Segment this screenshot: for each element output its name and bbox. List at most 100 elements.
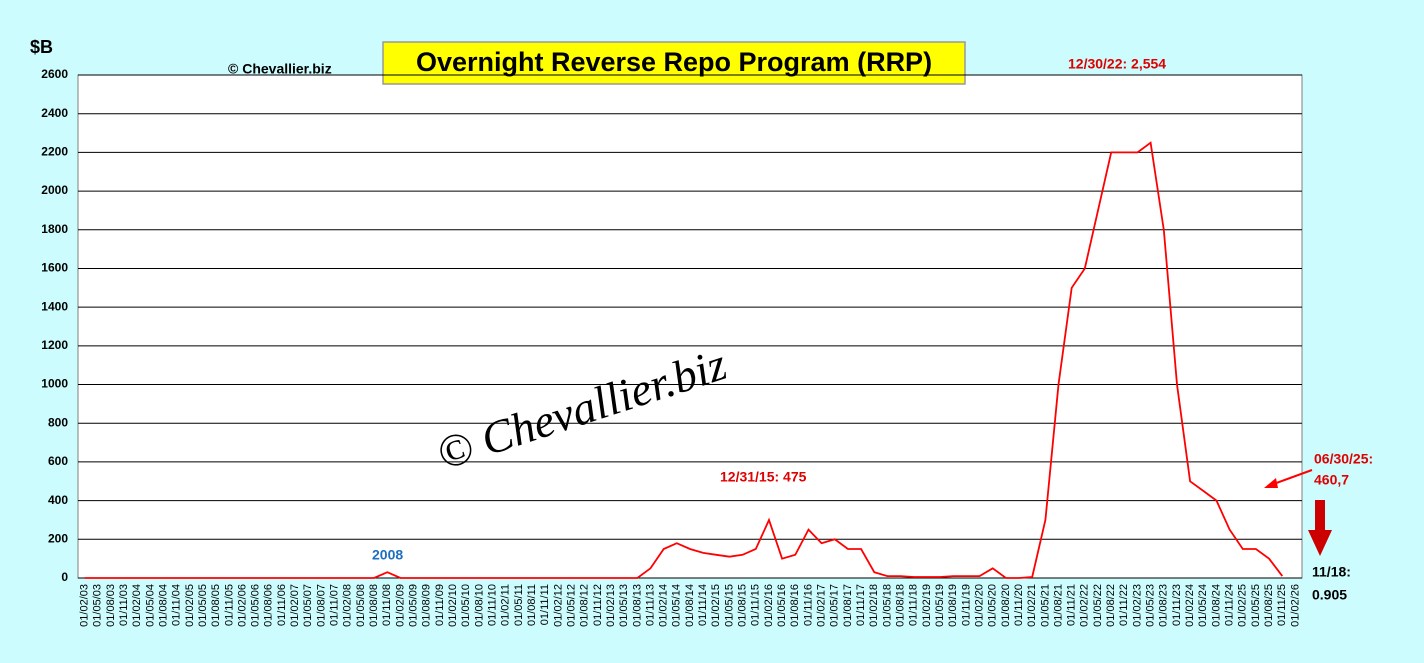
x-tick-label: 01/11/03 <box>118 584 130 626</box>
x-tick-label: 01/02/12 <box>552 584 564 627</box>
x-tick-label: 01/08/13 <box>631 584 643 627</box>
x-tick-label: 01/02/09 <box>394 584 406 627</box>
y-tick-label: 1600 <box>41 261 68 275</box>
x-tick-label: 01/02/18 <box>868 584 880 627</box>
x-tick-label: 01/08/03 <box>105 584 117 627</box>
y-tick-label: 800 <box>48 415 68 429</box>
x-tick-label: 01/11/19 <box>960 584 972 626</box>
x-tick-label: 01/08/20 <box>1000 584 1012 627</box>
y-tick-label: 2400 <box>41 106 68 120</box>
x-tick-label: 01/08/10 <box>473 584 485 627</box>
x-tick-label: 01/02/20 <box>973 584 985 627</box>
x-tick-label: 01/11/10 <box>486 584 498 626</box>
annotation: 0.905 <box>1312 587 1347 603</box>
x-tick-label: 01/02/24 <box>1184 584 1196 627</box>
plot-area <box>77 74 1303 579</box>
x-tick-label: 01/05/05 <box>197 584 209 627</box>
x-tick-label: 01/02/22 <box>1079 584 1091 627</box>
x-tick-label: 01/11/18 <box>908 584 920 626</box>
x-tick-label: 01/08/09 <box>421 584 433 627</box>
arrow-head <box>1264 478 1278 488</box>
x-tick-label: 01/08/22 <box>1105 584 1117 627</box>
y-tick-label: 2000 <box>41 183 68 197</box>
y-tick-label: 200 <box>48 531 68 545</box>
x-tick-label: 01/02/06 <box>236 584 248 627</box>
x-tick-label: 01/11/09 <box>434 584 446 626</box>
x-tick-label: 01/08/12 <box>579 584 591 627</box>
x-tick-label: 01/05/11 <box>513 584 525 626</box>
x-tick-label: 01/08/06 <box>263 584 275 627</box>
x-tick-label: 01/02/16 <box>763 584 775 627</box>
x-tick-label: 01/02/19 <box>921 584 933 627</box>
y-tick-label: 400 <box>48 493 68 507</box>
x-tick-label: 01/08/08 <box>368 584 380 627</box>
y-tick-label: 1200 <box>41 338 68 352</box>
down-arrow <box>1315 500 1325 530</box>
y-tick-label: 600 <box>48 454 68 468</box>
x-tick-label: 01/08/04 <box>157 584 169 627</box>
x-tick-label: 01/05/13 <box>618 584 630 627</box>
x-tick-label: 01/11/06 <box>276 584 288 626</box>
x-tick-label: 01/08/15 <box>737 584 749 627</box>
x-tick-label: 01/02/25 <box>1237 584 1249 627</box>
x-tick-label: 01/08/19 <box>947 584 959 627</box>
x-tick-label: 01/05/25 <box>1250 584 1262 627</box>
x-tick-label: 01/05/09 <box>408 584 420 627</box>
x-tick-label: 01/02/05 <box>184 584 196 627</box>
x-tick-label: 01/02/04 <box>131 584 143 627</box>
y-tick-label: 2600 <box>41 67 68 81</box>
x-tick-label: 01/05/15 <box>723 584 735 627</box>
y-axis-label: $B <box>30 37 53 57</box>
x-tick-label: 01/08/18 <box>894 584 906 627</box>
x-tick-label: 01/05/16 <box>776 584 788 627</box>
x-tick-label: 01/08/11 <box>526 584 538 626</box>
x-tick-label: 01/02/23 <box>1131 584 1143 627</box>
x-tick-label: 01/02/07 <box>289 584 301 627</box>
x-tick-label: 01/02/26 <box>1289 584 1301 627</box>
annotation: 460,7 <box>1314 472 1349 488</box>
x-tick-label: 01/11/14 <box>697 584 709 626</box>
x-tick-label: 01/05/06 <box>250 584 262 627</box>
y-tick-label: 1000 <box>41 377 68 391</box>
x-tick-label: 01/08/14 <box>684 584 696 627</box>
x-tick-label: 01/11/25 <box>1276 584 1288 626</box>
x-tick-label: 01/02/03 <box>78 584 90 627</box>
annotation: 11/18: <box>1312 564 1351 580</box>
x-tick-label: 01/08/16 <box>789 584 801 627</box>
x-tick-label: 01/11/22 <box>1118 584 1130 626</box>
x-tick-label: 01/02/11 <box>500 584 512 626</box>
x-tick-label: 01/02/15 <box>710 584 722 627</box>
title-box <box>382 41 966 85</box>
y-tick-label: 0 <box>61 570 68 584</box>
x-tick-label: 01/05/18 <box>881 584 893 627</box>
x-tick-label: 01/11/04 <box>171 584 183 626</box>
annotation: © Chevallier.biz <box>228 61 332 77</box>
x-tick-label: 01/05/19 <box>934 584 946 627</box>
x-tick-label: 01/02/14 <box>658 584 670 627</box>
x-tick-label: 01/11/11 <box>539 584 551 625</box>
y-tick-label: 1800 <box>41 222 68 236</box>
x-tick-label: 01/11/12 <box>592 584 604 626</box>
x-tick-label: 01/08/24 <box>1210 584 1222 627</box>
y-tick-label: 2200 <box>41 145 68 159</box>
x-tick-label: 01/11/05 <box>223 584 235 626</box>
down-arrow-head <box>1308 530 1332 556</box>
annotation: 06/30/25: <box>1314 451 1373 467</box>
x-tick-label: 01/11/17 <box>855 584 867 626</box>
x-tick-label: 01/02/08 <box>342 584 354 627</box>
x-tick-label: 01/08/17 <box>842 584 854 627</box>
x-tick-label: 01/11/20 <box>1013 584 1025 626</box>
x-tick-label: 01/11/23 <box>1171 584 1183 626</box>
x-tick-label: 01/05/12 <box>565 584 577 627</box>
data-line <box>84 141 1284 579</box>
x-tick-label: 01/11/21 <box>1066 584 1078 626</box>
x-tick-label: 01/05/24 <box>1197 584 1209 627</box>
x-tick-label: 01/02/17 <box>816 584 828 627</box>
x-tick-label: 01/05/08 <box>355 584 367 627</box>
x-tick-label: 01/05/17 <box>829 584 841 627</box>
x-tick-label: 01/08/07 <box>315 584 327 627</box>
chart-title: Overnight Reverse Repo Program (RRP) <box>416 47 932 77</box>
x-tick-label: 01/05/20 <box>987 584 999 627</box>
x-tick-label: 01/08/23 <box>1158 584 1170 627</box>
